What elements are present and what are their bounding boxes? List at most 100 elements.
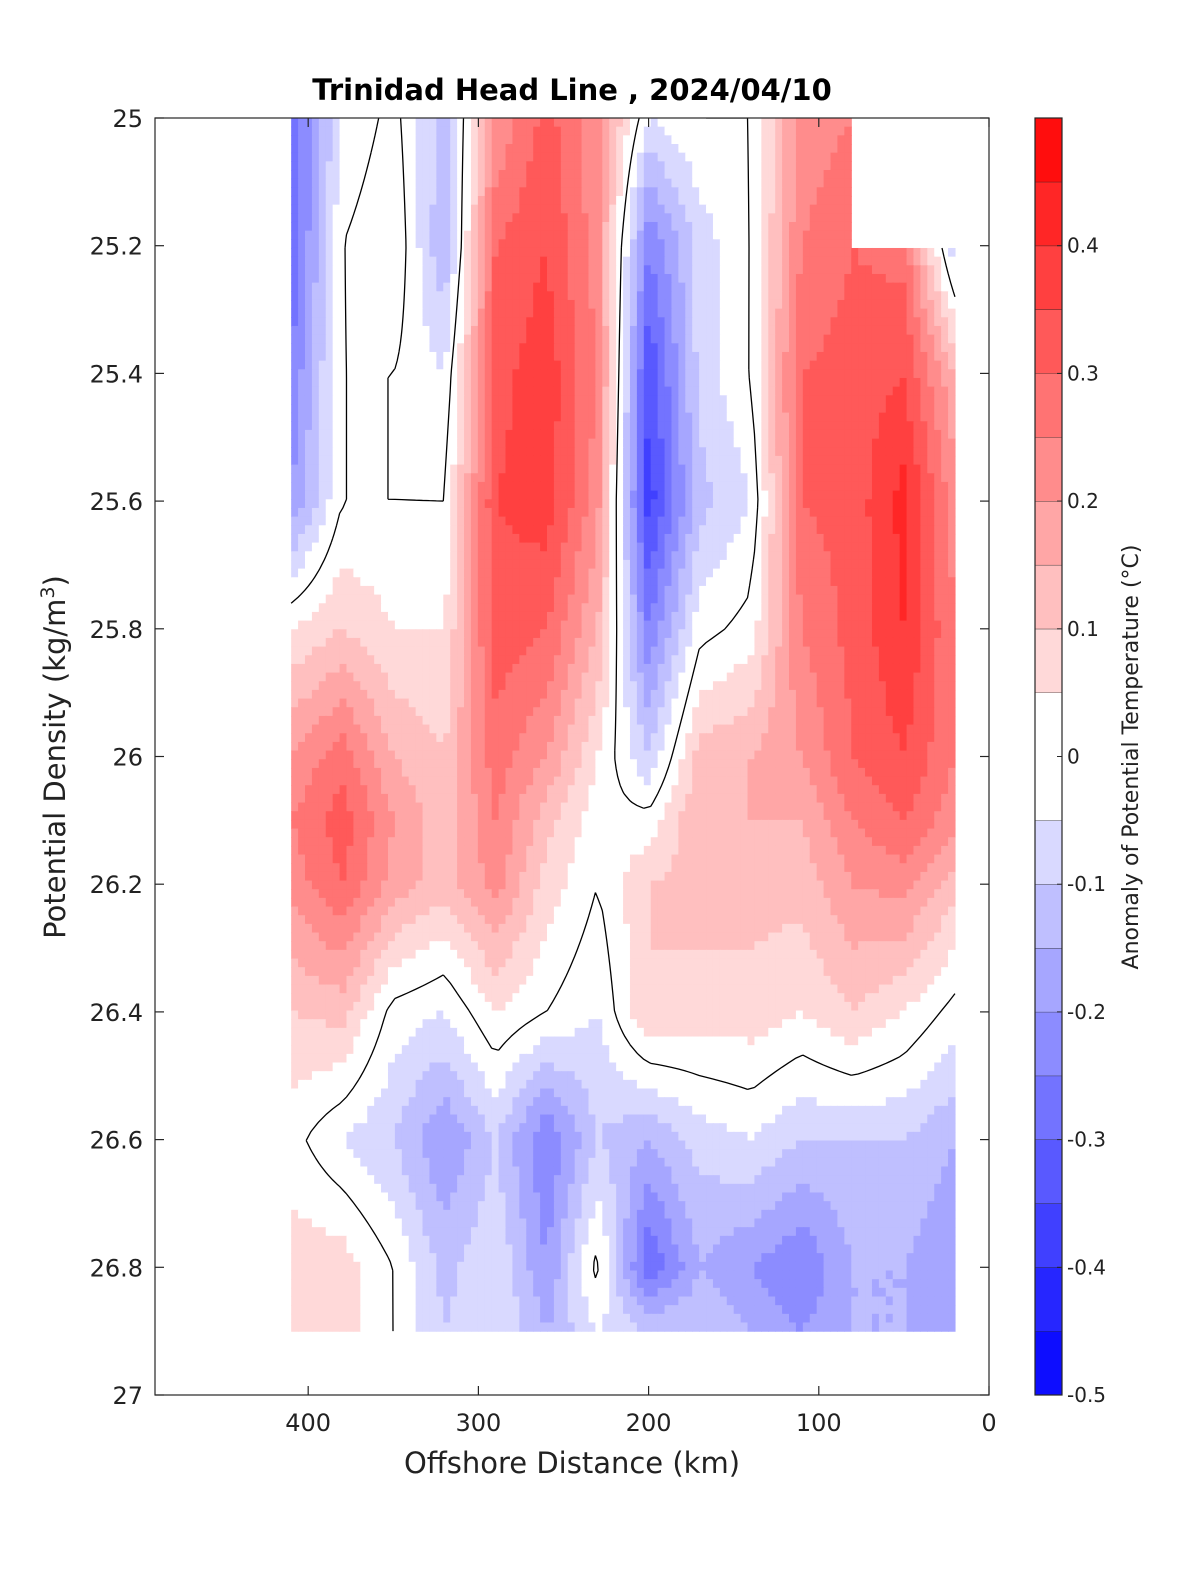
heatmap-cell: [304, 386, 313, 396]
heatmap-cell: [346, 568, 354, 578]
heatmap-cell: [685, 351, 693, 362]
heatmap-cell: [726, 256, 735, 266]
heatmap-cell: [948, 525, 956, 535]
heatmap-cell: [318, 144, 327, 154]
heatmap-cell: [802, 360, 811, 370]
heatmap-cell: [885, 334, 894, 344]
heatmap-cell: [477, 213, 486, 223]
heatmap-cell: [304, 542, 313, 552]
heatmap-cell: [837, 282, 845, 292]
heatmap-cell: [844, 386, 852, 396]
heatmap-cell: [809, 247, 818, 258]
heatmap-cell: [464, 299, 472, 310]
heatmap-cell: [429, 178, 437, 188]
heatmap-cell: [650, 412, 659, 422]
heatmap-cell: [547, 161, 555, 171]
heatmap-cell: [311, 525, 320, 535]
heatmap-cell: [464, 256, 472, 266]
heatmap-cell: [761, 438, 769, 448]
heatmap-cell: [906, 577, 915, 587]
heatmap-cell: [706, 516, 714, 526]
heatmap-cell: [484, 343, 493, 353]
heatmap-cell: [809, 429, 818, 440]
heatmap-cell: [298, 256, 306, 266]
heatmap-cell: [553, 178, 562, 188]
heatmap-cell: [401, 187, 410, 197]
heatmap-cell: [291, 308, 299, 318]
heatmap-cell: [450, 221, 458, 232]
heatmap-cell: [588, 169, 596, 180]
heatmap-cell: [636, 377, 645, 388]
heatmap-cell: [685, 533, 693, 544]
heatmap-cell: [941, 317, 949, 327]
heatmap-cell: [540, 369, 548, 379]
heatmap-cell: [477, 299, 486, 310]
heatmap-cell: [512, 369, 520, 379]
heatmap-cell: [754, 377, 762, 388]
heatmap-cell: [885, 577, 894, 587]
heatmap-cell: [871, 473, 880, 483]
heatmap-cell: [692, 343, 700, 353]
heatmap-cell: [699, 152, 707, 162]
heatmap-cell: [837, 273, 845, 284]
heatmap-cell: [304, 325, 313, 336]
heatmap-cell: [636, 455, 645, 466]
heatmap-cell: [304, 291, 313, 301]
heatmap-cell: [394, 499, 403, 509]
heatmap-cell: [298, 403, 306, 414]
heatmap-cell: [450, 213, 458, 223]
heatmap-cell: [678, 343, 686, 353]
heatmap-cell: [837, 542, 845, 552]
heatmap-cell: [678, 204, 686, 214]
heatmap-cell: [650, 239, 659, 249]
heatmap-cell: [920, 273, 928, 284]
heatmap-cell: [429, 247, 437, 258]
heatmap-cell: [512, 152, 520, 162]
heatmap-cell: [706, 395, 714, 405]
heatmap-cell: [505, 273, 514, 284]
heatmap-cell: [643, 273, 652, 284]
heatmap-cell: [809, 178, 818, 188]
heatmap-cell: [332, 126, 341, 136]
heatmap-cell: [574, 490, 583, 500]
heatmap-cell: [920, 533, 928, 544]
heatmap-cell: [692, 360, 700, 370]
heatmap-cell: [816, 195, 825, 206]
heatmap-cell: [588, 178, 596, 188]
heatmap-cell: [374, 525, 382, 535]
heatmap-cell: [927, 499, 935, 509]
heatmap-cell: [491, 273, 500, 284]
heatmap-cell: [602, 230, 610, 240]
heatmap-cell: [436, 542, 444, 552]
heatmap-cell: [553, 516, 562, 526]
heatmap-cell: [830, 377, 839, 388]
heatmap-cell: [671, 438, 679, 448]
heatmap-cell: [346, 490, 354, 500]
heatmap-cell: [512, 299, 520, 310]
heatmap-cell: [629, 195, 638, 206]
heatmap-cell: [844, 152, 852, 162]
heatmap-cell: [685, 447, 693, 457]
heatmap-cell: [892, 395, 901, 405]
heatmap-cell: [941, 447, 949, 457]
heatmap-cell: [671, 351, 679, 362]
heatmap-cell: [429, 429, 437, 440]
heatmap-cell: [311, 421, 320, 431]
heatmap-cell: [726, 507, 735, 518]
heatmap-cell: [512, 507, 520, 518]
heatmap-cell: [401, 135, 410, 145]
heatmap-cell: [823, 135, 832, 145]
heatmap-cell: [519, 118, 527, 128]
heatmap-cell: [678, 187, 686, 197]
heatmap-cell: [291, 152, 299, 162]
heatmap-cell: [685, 516, 693, 526]
heatmap-cell: [643, 213, 652, 223]
heatmap-cell: [844, 135, 852, 145]
heatmap-cell: [664, 455, 673, 466]
heatmap-cell: [858, 568, 866, 578]
heatmap-cell: [470, 568, 479, 578]
heatmap-cell: [533, 273, 541, 284]
heatmap-cell: [540, 291, 548, 301]
heatmap-cell: [381, 351, 389, 362]
heatmap-cell: [339, 577, 348, 587]
